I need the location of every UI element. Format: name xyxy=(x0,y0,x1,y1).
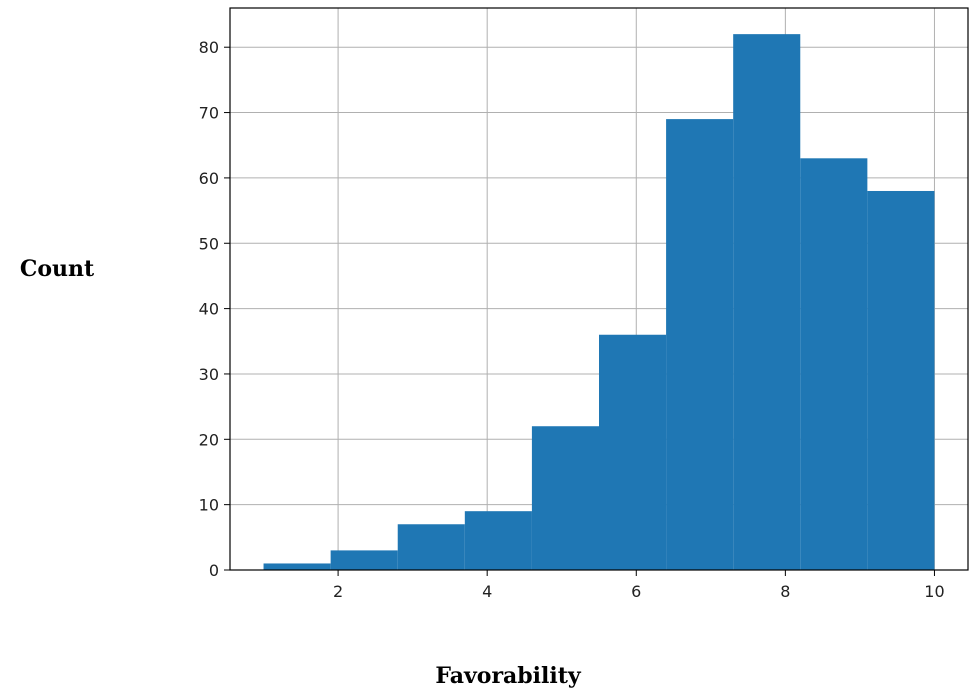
x-axis-ticks: 2 4 6 8 10 xyxy=(333,570,945,601)
y-tick-label: 40 xyxy=(199,300,219,319)
histogram-bar xyxy=(666,119,734,571)
histogram-bar xyxy=(800,158,868,571)
histogram-bar xyxy=(733,34,801,571)
histogram-bar xyxy=(464,511,532,570)
y-tick-label: 30 xyxy=(199,365,219,384)
histogram-bar xyxy=(263,563,331,570)
y-tick-label: 70 xyxy=(199,104,219,123)
y-axis-ticks: 0 10 20 30 40 50 60 70 80 xyxy=(199,38,230,580)
y-tick-label: 10 xyxy=(199,496,219,515)
histogram-bars xyxy=(263,34,935,571)
histogram-bar xyxy=(330,550,398,570)
y-tick-label: 60 xyxy=(199,169,219,188)
histogram-bar xyxy=(397,524,465,570)
y-tick-label: 20 xyxy=(199,430,219,449)
histogram-bar xyxy=(599,334,667,570)
y-tick-label: 80 xyxy=(199,38,219,57)
x-tick-label: 6 xyxy=(631,582,641,601)
x-tick-label: 10 xyxy=(924,582,944,601)
x-axis-label: Favorability xyxy=(435,663,582,689)
axes-frame xyxy=(229,7,969,571)
x-tick-label: 2 xyxy=(333,582,343,601)
histogram-bar xyxy=(531,426,599,570)
x-tick-label: 8 xyxy=(780,582,790,601)
y-tick-label: 0 xyxy=(209,561,219,580)
x-tick-label: 4 xyxy=(482,582,492,601)
y-axis-label: Count xyxy=(20,256,95,282)
histogram-bar xyxy=(867,190,935,570)
y-tick-label: 50 xyxy=(199,234,219,253)
